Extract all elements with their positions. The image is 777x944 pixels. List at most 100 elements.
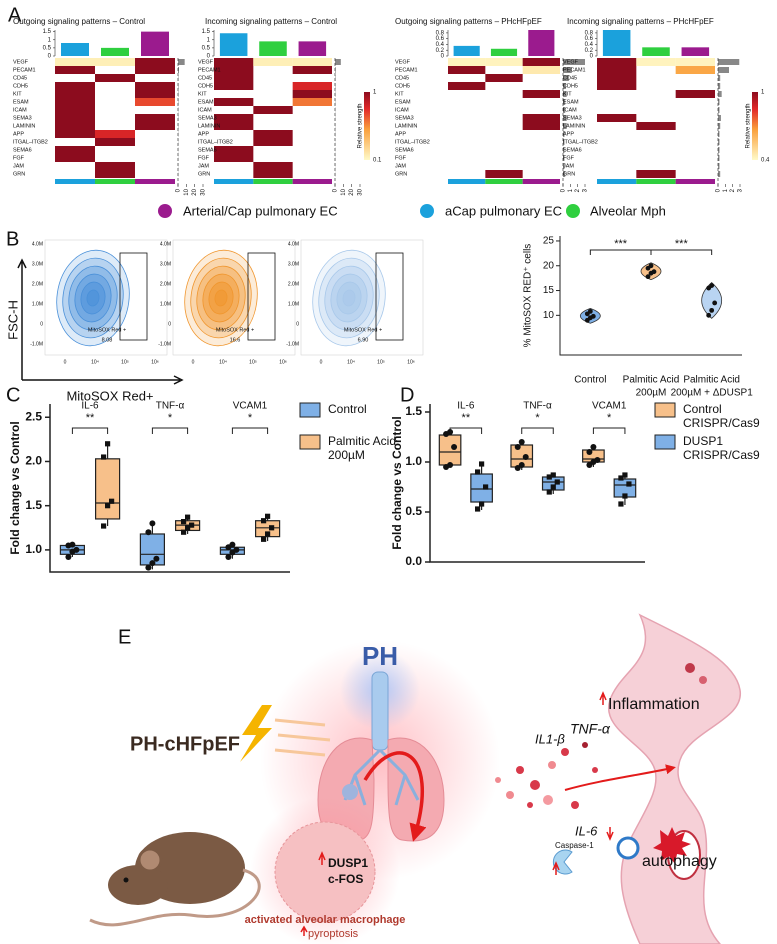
heat-cell [597, 114, 637, 122]
y-tick-label: 0.8 [585, 30, 594, 36]
x-tick-label: 10 [341, 188, 347, 195]
cytokine [582, 742, 588, 748]
row-label: CD45 [13, 75, 27, 81]
column-strip [55, 179, 95, 184]
bracket [71, 427, 109, 434]
x-tick-label: 10⁶ [279, 359, 287, 365]
axes [559, 236, 742, 356]
row-label: GRN [395, 171, 407, 177]
data-point [261, 536, 267, 542]
row-label: FGF [563, 155, 575, 161]
legend-label: CRISPR/Cas9 [683, 448, 760, 462]
side-bar [718, 123, 721, 129]
heat-cell [55, 66, 95, 74]
heat-cell [485, 74, 523, 82]
data-point [550, 484, 556, 490]
data-point [225, 553, 232, 560]
row-label: GRN [198, 171, 210, 177]
heat-cell [253, 58, 293, 66]
heat-cell [675, 58, 715, 66]
cell-fate: pyroptosis [308, 928, 359, 940]
row-label: CDH5 [395, 83, 410, 89]
column-strip [253, 179, 293, 184]
x-tick-label: 2 [575, 188, 581, 192]
heat-cell [253, 130, 293, 138]
column-strip [636, 179, 676, 184]
side-bar [718, 115, 721, 121]
x-tick-label: 200µM + ΔDUSP1 [671, 388, 754, 399]
heat-cell [253, 162, 293, 170]
side-bar [178, 59, 185, 65]
y-tick-label: 0.2 [436, 48, 445, 54]
x-tick-label: 20 [349, 188, 355, 195]
heat-cell [55, 82, 95, 90]
heat-cell [214, 154, 254, 162]
data-point [514, 444, 521, 450]
side-bar [335, 59, 341, 65]
legend-swatch [299, 434, 321, 450]
heat-cell [95, 138, 135, 146]
data-point [546, 489, 552, 495]
bracket [521, 427, 554, 434]
x-tick-label: 30 [358, 188, 364, 195]
heat-cell [522, 90, 560, 98]
data-point [475, 506, 481, 512]
y-tick-label: 2.0 [25, 454, 42, 468]
data-point [590, 313, 596, 319]
heat-cell [214, 98, 254, 106]
ph-label: PH [362, 641, 398, 671]
row-label: LAMININ [395, 123, 417, 129]
colorbar-label: Relative strength [358, 103, 364, 148]
x-tick-label: 200µM [636, 388, 667, 399]
heat-cell [55, 130, 95, 138]
side-bar [563, 67, 572, 73]
side-bar [563, 131, 565, 137]
bar [490, 48, 518, 56]
row-label: VEGF [13, 59, 29, 65]
column-strip [675, 179, 715, 184]
bracket [151, 427, 189, 434]
significance: *** [614, 238, 628, 250]
heat-cell [95, 58, 135, 66]
data-point [265, 531, 271, 537]
data-point [587, 308, 593, 314]
heat-cell [292, 98, 332, 106]
row-label: FGF [395, 155, 407, 161]
data-point [586, 449, 593, 455]
violin [701, 282, 723, 319]
column-strip [522, 179, 560, 184]
data-point [451, 444, 458, 450]
cytokine [548, 761, 556, 769]
x-tick-label: 10⁵ [249, 359, 257, 365]
column-strip [95, 179, 135, 184]
heat-cell [522, 114, 560, 122]
side-bar [718, 91, 722, 97]
heat-cell [636, 122, 676, 130]
row-label: PECAM1 [395, 67, 418, 73]
colorbar-tick: 1 [373, 90, 377, 96]
y-tick-label: -1.0M [158, 341, 171, 347]
row-label: FGF [13, 155, 25, 161]
il1-label: IL1-β [535, 731, 565, 746]
side-bar [718, 131, 720, 137]
y-tick-label: 1.5 [43, 29, 52, 35]
row-label: APP [13, 131, 24, 137]
legend-dot [420, 204, 434, 218]
x-tick-label: 0 [64, 359, 67, 365]
row-label: CD45 [395, 75, 409, 81]
category-label: IL-6 [457, 401, 475, 412]
heat-cell [55, 122, 95, 130]
side-bar [563, 107, 566, 113]
heat-cell [522, 58, 560, 66]
row-label: SEMA6 [198, 147, 217, 153]
panel-label: E [118, 626, 131, 648]
gate [119, 252, 148, 341]
side-bar [563, 163, 565, 169]
x-tick-label: Palmitic Acid [623, 375, 680, 386]
y-tick-label: 1 [48, 37, 52, 43]
heat-cell [214, 58, 254, 66]
row-label: ESAM [563, 99, 579, 105]
gate-label: MitoSOX Red + [88, 327, 126, 333]
cytokine [495, 777, 501, 783]
gene-label: c-FOS [328, 872, 363, 886]
